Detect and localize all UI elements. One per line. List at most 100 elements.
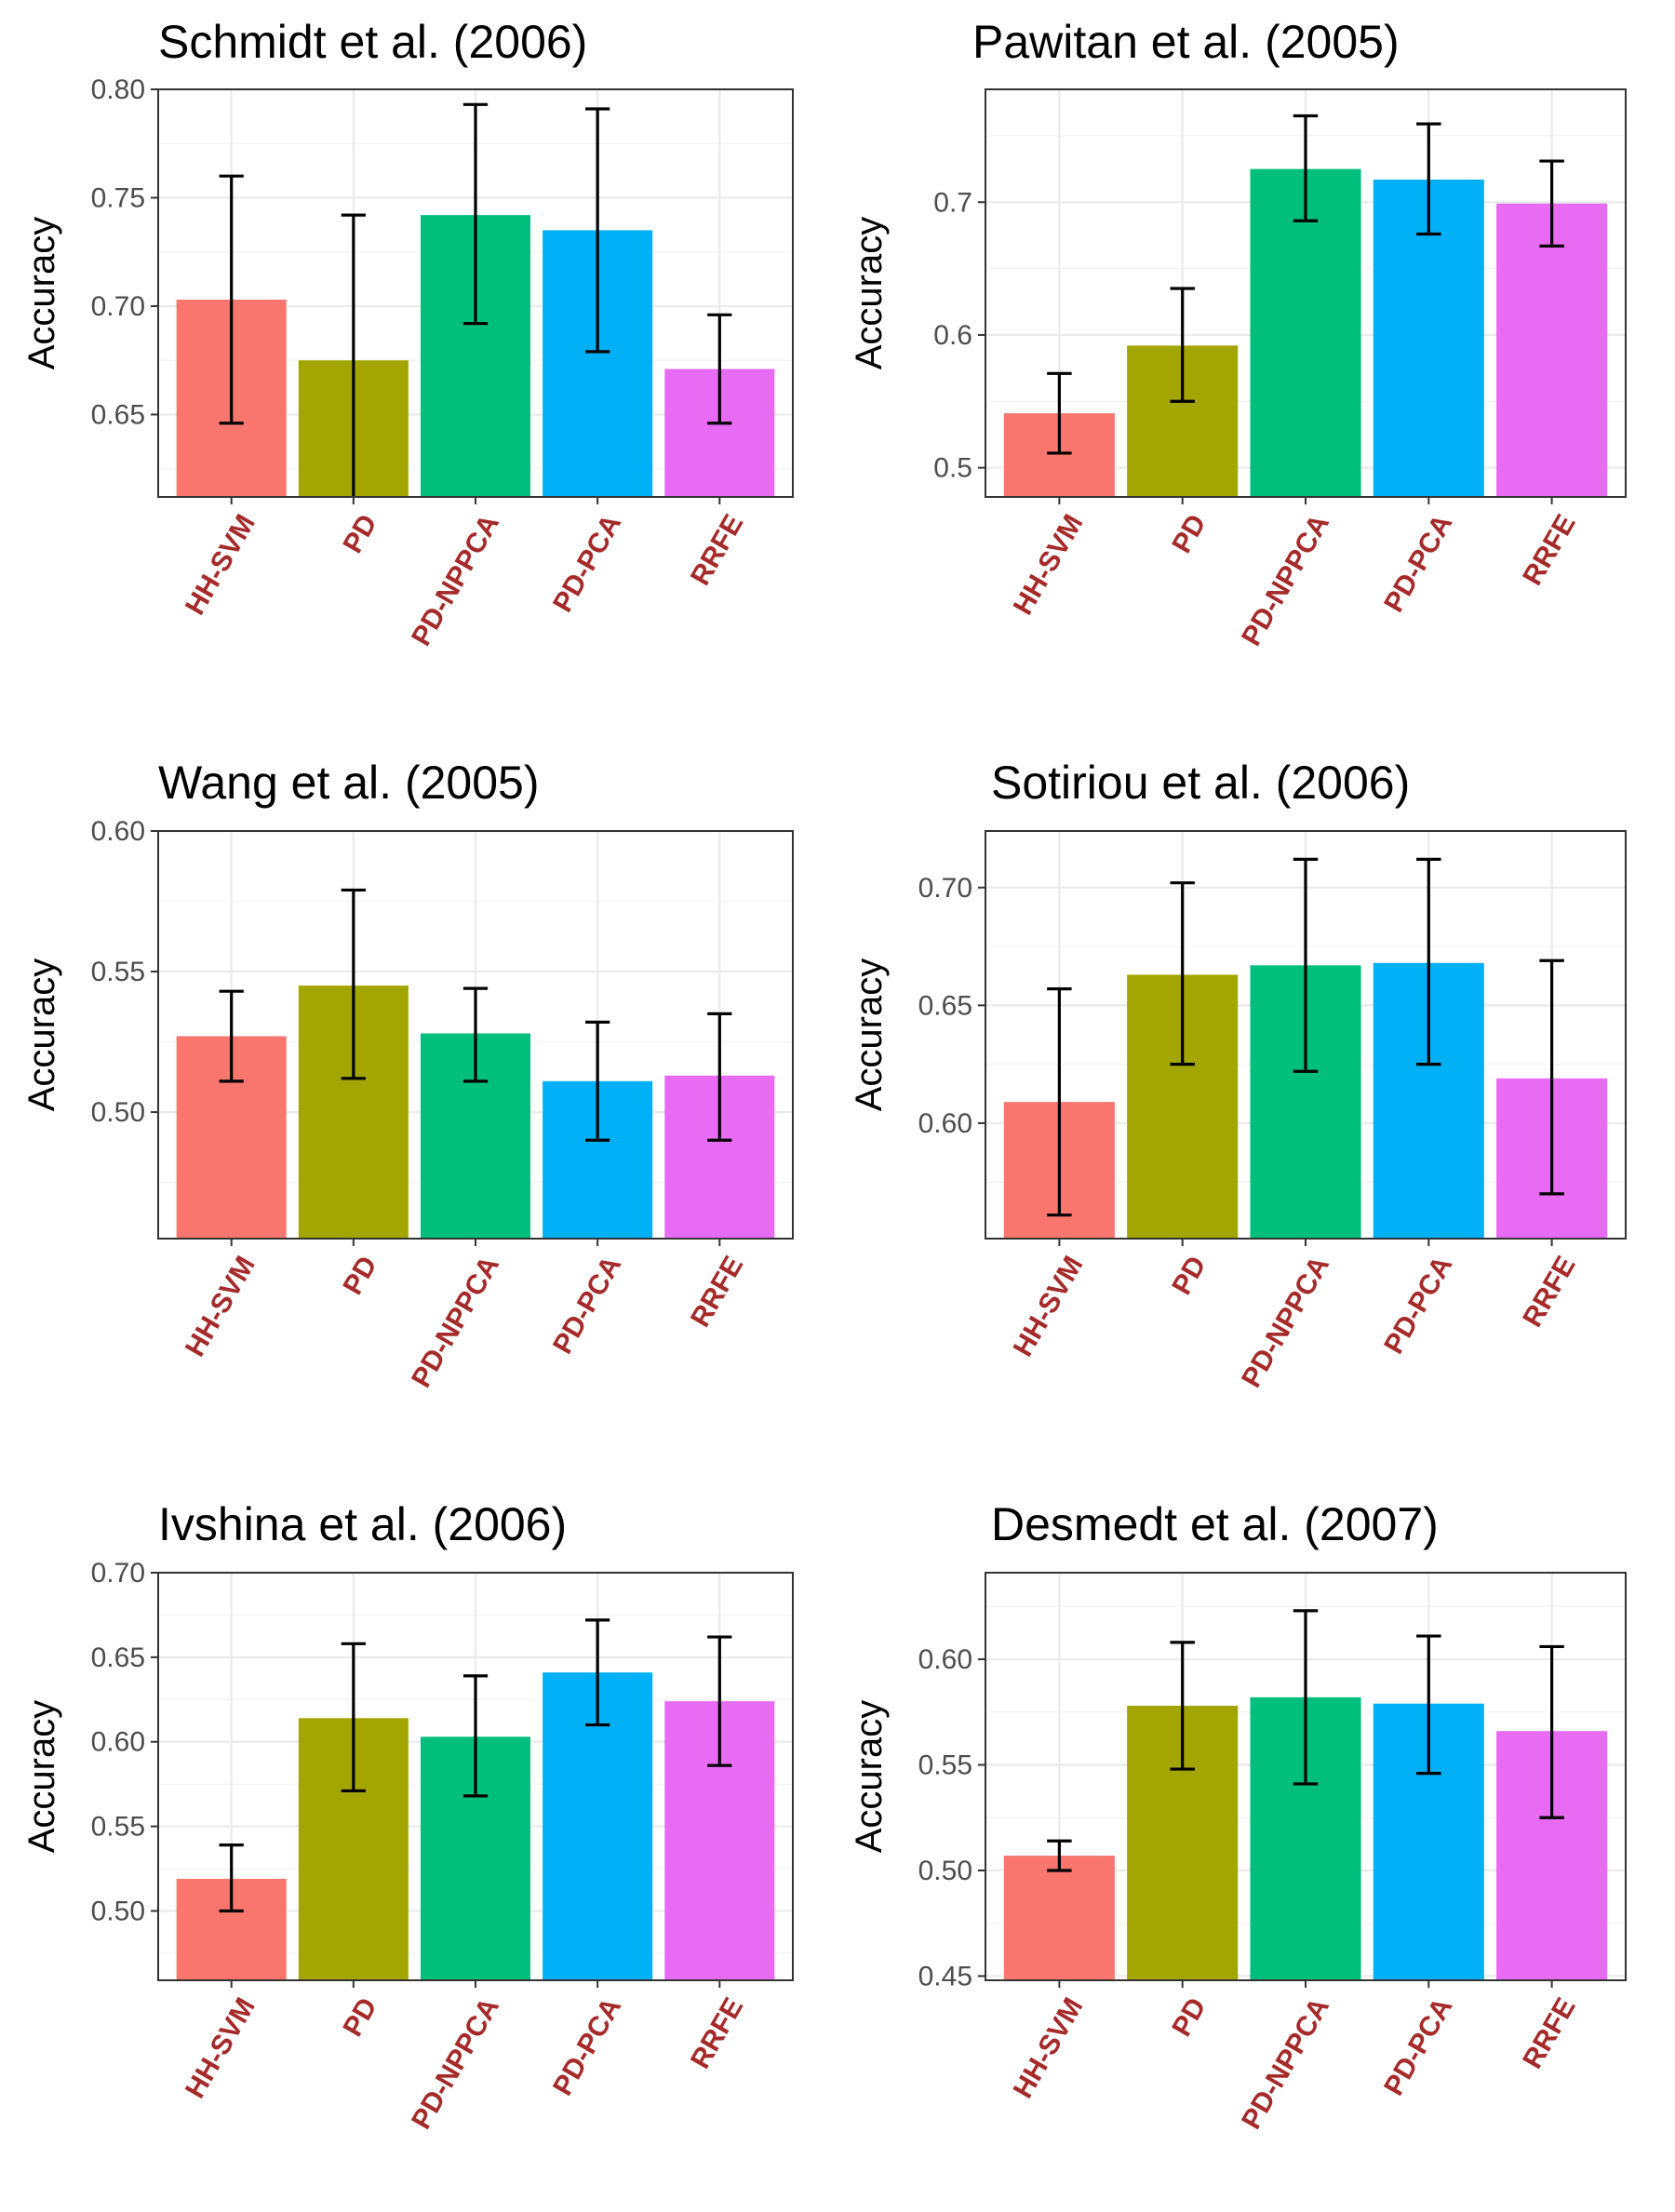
y-axis-title: Accuracy (849, 217, 890, 370)
y-axis-title: Accuracy (849, 1700, 890, 1854)
error-bar-pd-nppca (462, 1674, 489, 1798)
x-tick-label: HH-SVM (1008, 1251, 1090, 1361)
panel-title: Wang et al. (2005) (158, 757, 539, 809)
y-tick-label: 0.75 (91, 182, 145, 213)
x-tick-label: PD-NPPCA (406, 1251, 505, 1392)
error-bar-pd-nppca (1293, 114, 1319, 222)
error-bar-hh-svm (219, 989, 244, 1083)
error-bar-pd (1170, 1641, 1195, 1771)
chart-panel-3: Wang et al. (2005) 0.50 0.55 0.60 HH-SVM PD PD… (21, 757, 794, 1393)
y-axis-title: Accuracy (849, 959, 890, 1112)
error-bar-pd-nppca (1293, 1609, 1319, 1786)
error-bar-rrfe (707, 1012, 732, 1142)
y-axis-title: Accuracy (21, 217, 62, 370)
x-tick-label: PD-PCA (547, 1251, 627, 1359)
x-tick-label: PD-PCA (1378, 1251, 1458, 1359)
y-tick-label: 0.65 (91, 1642, 145, 1673)
error-bar-hh-svm (1047, 371, 1072, 455)
x-tick-label: RRFE (685, 1992, 749, 2073)
y-tick-label: 0.55 (918, 1750, 972, 1781)
error-bar-pd (1170, 287, 1195, 403)
y-tick-label: 0.50 (91, 1097, 145, 1128)
panel-title: Pawitan et al. (2005) (972, 16, 1400, 68)
chart-panel-5: Ivshina et al. (2006) 0.50 0.55 0.60 0.65 0.7… (21, 1498, 794, 2135)
y-tick-label: 0.60 (91, 1727, 145, 1758)
x-tick-label: PD-NPPCA (1236, 509, 1335, 650)
x-tick-label: RRFE (685, 1251, 749, 1332)
y-tick-label: 0.70 (91, 291, 145, 322)
chart-panel-1: Schmidt et al. (2006) 0.65 0.70 0.75 0.80 HH-… (21, 16, 794, 651)
x-tick-label: PD (337, 1251, 382, 1300)
y-axis-title: Accuracy (21, 959, 62, 1112)
y-tick-label: 0.60 (91, 816, 145, 847)
x-tick-label: RRFE (1517, 1992, 1581, 2073)
chart-panel-2: Pawitan et al. (2005) 0.5 0.6 0.7 HH-SVM PD PD… (849, 16, 1627, 651)
x-tick-label: PD-NPPCA (1236, 1992, 1335, 2134)
error-bar-pd-nppca (462, 102, 489, 326)
error-bar-pd-pca (1416, 1634, 1441, 1776)
error-bar-pd (341, 888, 366, 1080)
error-bar-hh-svm (219, 174, 244, 425)
y-tick-label: 0.45 (918, 1961, 972, 1991)
bar-pd-nppca (1250, 168, 1361, 497)
x-tick-label: PD (1166, 1251, 1212, 1300)
x-tick-label: PD-NPPCA (406, 509, 505, 650)
y-tick-label: 0.70 (918, 873, 972, 904)
error-bar-pd-pca (585, 1618, 610, 1727)
error-bar-hh-svm (219, 1843, 244, 1913)
x-tick-label: PD (1166, 1992, 1212, 2042)
x-tick-label: HH-SVM (1008, 1992, 1090, 2103)
panel-title: Ivshina et al. (2006) (158, 1498, 567, 1550)
y-tick-label: 0.5 (933, 453, 972, 484)
error-bar-pd (1170, 881, 1195, 1066)
bar-hh-svm (1003, 1856, 1115, 1980)
error-bar-rrfe (1539, 159, 1564, 248)
y-tick-label: 0.65 (91, 399, 145, 430)
error-bar-pd-pca (585, 107, 610, 354)
panel-title: Desmedt et al. (2007) (991, 1498, 1439, 1550)
y-tick-label: 0.55 (91, 1812, 145, 1843)
x-tick-label: PD (337, 1992, 382, 2042)
panel-title: Schmidt et al. (2006) (158, 16, 587, 68)
x-tick-label: PD-NPPCA (406, 1992, 505, 2134)
chart-panel-4: Sotiriou et al. (2006) 0.60 0.65 0.70 HH-SVM… (849, 757, 1627, 1393)
x-tick-label: PD (1166, 509, 1212, 558)
error-bar-rrfe (1539, 959, 1564, 1196)
x-tick-label: RRFE (1517, 509, 1581, 590)
error-bar-pd-pca (585, 1020, 610, 1142)
x-tick-label: RRFE (1517, 1251, 1581, 1332)
error-bar-pd-pca (1416, 857, 1441, 1066)
y-tick-label: 0.65 (918, 990, 972, 1021)
error-bar-hh-svm (1047, 1839, 1072, 1872)
y-tick-label: 0.55 (91, 957, 145, 987)
y-tick-label: 0.80 (91, 74, 145, 105)
chart-panel-6: Desmedt et al. (2007) 0.45 0.50 0.55 0.60 HH-… (849, 1498, 1627, 2135)
error-bar-pd-nppca (1293, 857, 1319, 1073)
y-tick-label: 0.60 (918, 1644, 972, 1675)
error-bar-pd (341, 213, 366, 497)
error-bar-hh-svm (1047, 987, 1072, 1217)
x-tick-label: PD-PCA (547, 509, 627, 617)
y-tick-label: 0.70 (91, 1558, 145, 1589)
x-tick-label: HH-SVM (180, 1992, 261, 2103)
x-tick-label: PD-PCA (1378, 509, 1458, 617)
y-axis-title: Accuracy (21, 1700, 62, 1854)
x-tick-label: RRFE (685, 509, 749, 590)
y-tick-label: 0.7 (933, 187, 972, 218)
y-tick-label: 0.50 (91, 1896, 145, 1926)
error-bar-pd-nppca (462, 986, 489, 1083)
error-bar-rrfe (707, 1635, 732, 1767)
error-bar-rrfe (1539, 1644, 1564, 1819)
y-tick-label: 0.60 (918, 1108, 972, 1139)
x-tick-label: PD-PCA (1378, 1992, 1458, 2100)
x-tick-label: PD-NPPCA (1236, 1251, 1335, 1392)
y-tick-label: 0.6 (933, 320, 972, 351)
error-bar-pd-pca (1416, 122, 1441, 236)
error-bar-pd (341, 1642, 366, 1793)
x-tick-label: HH-SVM (180, 509, 261, 620)
x-tick-label: HH-SVM (180, 1251, 261, 1361)
x-tick-label: HH-SVM (1008, 509, 1090, 620)
bar-rrfe (1496, 203, 1608, 497)
y-tick-label: 0.50 (918, 1856, 972, 1886)
